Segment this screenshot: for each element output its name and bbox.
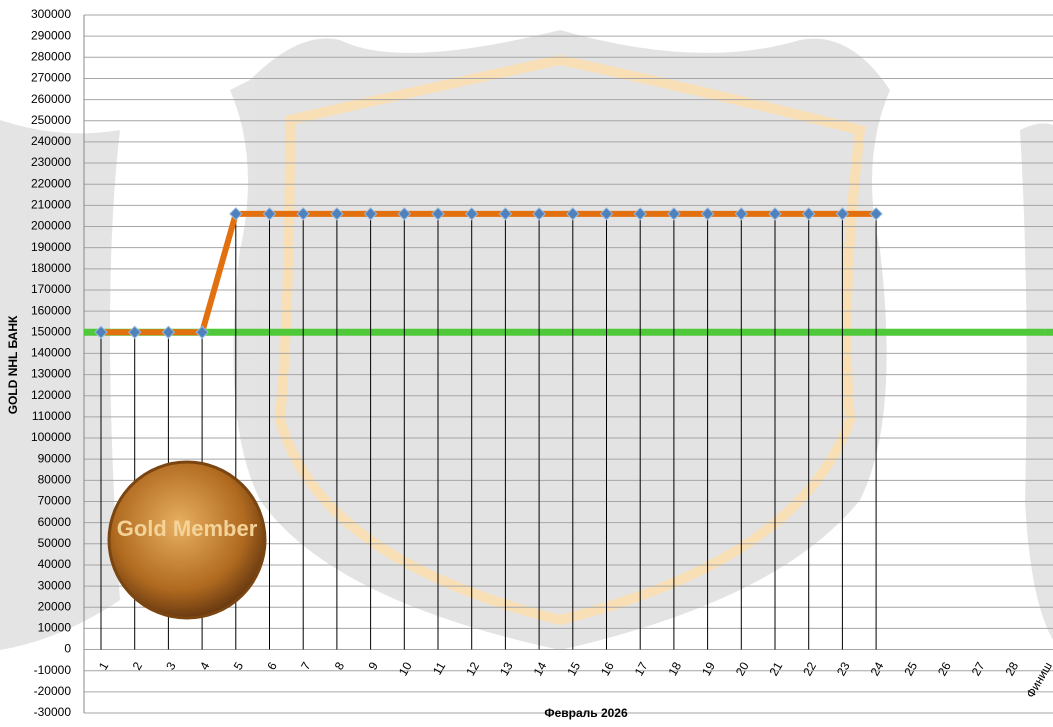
marker — [835, 207, 850, 221]
y-tick-label: 250000 — [31, 113, 71, 127]
x-tick-label: 16 — [598, 659, 617, 678]
x-tick-label: 21 — [767, 659, 786, 678]
x-tick-label: 15 — [564, 659, 583, 678]
x-tick-label: 27 — [969, 659, 988, 678]
y-tick-label: 300000 — [31, 7, 71, 21]
y-tick-label: 10000 — [38, 621, 72, 635]
y-tick-label: 80000 — [38, 473, 72, 487]
marker — [566, 207, 580, 221]
marker — [94, 325, 108, 339]
x-tick-label: 18 — [665, 659, 684, 678]
marker — [801, 207, 816, 221]
marker — [363, 207, 378, 221]
marker — [768, 207, 782, 221]
marker — [229, 207, 243, 221]
marker — [464, 207, 479, 221]
y-tick-label: 220000 — [31, 176, 71, 190]
marker — [431, 207, 445, 221]
marker — [195, 325, 209, 339]
marker — [700, 207, 715, 221]
x-tick-label: 24 — [868, 659, 887, 678]
y-tick-label: 110000 — [32, 409, 71, 423]
x-tick-label: 13 — [497, 659, 516, 678]
y-tick-label: 20000 — [38, 599, 72, 613]
marker — [734, 207, 749, 221]
x-tick-label: 17 — [632, 659, 651, 678]
y-tick-label: 40000 — [38, 557, 72, 571]
y-tick-label: 210000 — [31, 198, 71, 212]
background-logo — [0, 30, 1053, 650]
y-tick-label: 150000 — [31, 324, 71, 338]
y-tick-label: 280000 — [31, 49, 71, 63]
x-tick-label: 11 — [430, 659, 449, 677]
x-tick-label: 28 — [1002, 659, 1021, 678]
y-tick-label: 50000 — [38, 536, 72, 550]
marker — [161, 325, 176, 339]
x-tick-label: 14 — [531, 659, 550, 678]
y-tick-label: 0 — [64, 642, 71, 656]
marker — [869, 207, 883, 221]
y-tick-label: 290000 — [31, 28, 71, 42]
y-tick-label: 190000 — [31, 240, 71, 254]
x-tick-label: 25 — [901, 659, 920, 678]
x-tick-label: 26 — [935, 659, 954, 678]
y-tick-label: 230000 — [31, 155, 71, 169]
gold-badge: Gold Member — [107, 460, 267, 620]
marker — [599, 207, 614, 221]
x-tick-label: 20 — [733, 659, 752, 678]
x-tick-label: 23 — [834, 659, 853, 678]
marker — [127, 325, 142, 339]
y-tick-label: 30000 — [38, 578, 72, 592]
marker — [397, 207, 412, 221]
y-tick-label: 270000 — [31, 71, 71, 85]
y-tick-label: -30000 — [34, 705, 72, 719]
marker — [667, 207, 681, 221]
x-tick-label: Финиш — [1023, 660, 1053, 701]
y-tick-label: 200000 — [31, 219, 71, 233]
y-tick-label: 140000 — [31, 346, 71, 360]
marker — [330, 207, 344, 221]
y-tick-label: 70000 — [38, 494, 72, 508]
x-tick-label: 12 — [463, 659, 482, 678]
y-tick-label: -10000 — [34, 663, 72, 677]
marker — [296, 207, 310, 221]
x-tick-label: 19 — [699, 659, 718, 678]
y-tick-label: 90000 — [38, 451, 72, 465]
marker — [262, 207, 277, 221]
marker — [532, 207, 546, 221]
y-axis-title: GOLD NHL БАНК — [6, 315, 20, 414]
y-tick-label: 100000 — [31, 430, 71, 444]
y-tick-label: 170000 — [31, 282, 71, 296]
y-tick-label: 160000 — [31, 303, 71, 317]
y-tick-label: -20000 — [34, 684, 72, 698]
marker — [633, 207, 647, 221]
y-tick-label: 180000 — [31, 261, 71, 275]
marker — [498, 207, 513, 221]
x-axis-title: Февраль 2026 — [544, 706, 628, 720]
y-tick-label: 120000 — [31, 388, 71, 402]
y-tick-label: 130000 — [31, 367, 71, 381]
y-tick-label: 240000 — [31, 134, 71, 148]
x-tick-label: 22 — [800, 659, 819, 678]
y-tick-label: 60000 — [38, 515, 72, 529]
y-tick-label: 260000 — [31, 92, 71, 106]
badge-text: Gold Member — [117, 516, 258, 541]
x-tick-label: 10 — [396, 659, 415, 678]
